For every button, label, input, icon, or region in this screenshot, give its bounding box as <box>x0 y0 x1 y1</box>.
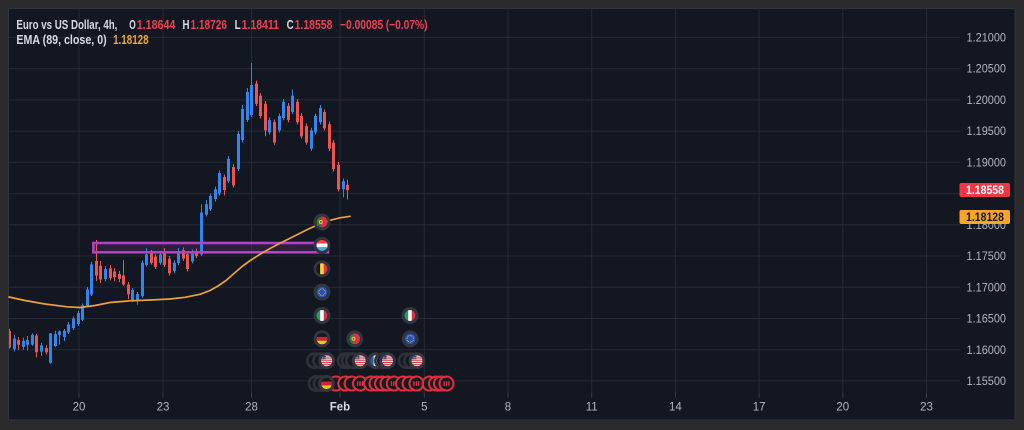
svg-text:EMA (89, close, 0): EMA (89, close, 0) <box>16 32 106 47</box>
svg-text:23: 23 <box>157 402 170 414</box>
svg-text:Euro vs US Dollar, 4h,: Euro vs US Dollar, 4h, <box>16 17 117 32</box>
svg-text:28: 28 <box>245 402 258 414</box>
svg-text:1.17500: 1.17500 <box>967 251 1007 263</box>
svg-text:20: 20 <box>836 402 849 414</box>
svg-text:5: 5 <box>421 402 427 414</box>
svg-text:1.18726: 1.18726 <box>191 17 228 32</box>
svg-text:23: 23 <box>920 402 933 414</box>
svg-text:1.18558: 1.18558 <box>295 17 333 32</box>
svg-text:17: 17 <box>753 402 766 414</box>
svg-text:Feb: Feb <box>330 402 350 414</box>
svg-text:1.17000: 1.17000 <box>967 282 1007 294</box>
svg-text:8: 8 <box>505 402 511 414</box>
svg-text:1.18128: 1.18128 <box>113 32 149 47</box>
svg-text:14: 14 <box>669 402 682 414</box>
svg-text:−0.00085: −0.00085 <box>340 17 383 32</box>
svg-text:1.20000: 1.20000 <box>967 95 1007 107</box>
svg-text:1.18128: 1.18128 <box>966 212 1005 224</box>
svg-text:1.16000: 1.16000 <box>967 345 1007 357</box>
svg-text:1.18558: 1.18558 <box>966 185 1005 197</box>
svg-text:1.20500: 1.20500 <box>967 64 1007 76</box>
svg-text:1.15500: 1.15500 <box>967 376 1007 388</box>
svg-text:11: 11 <box>586 402 598 414</box>
svg-text:(−0.07%): (−0.07%) <box>386 17 428 32</box>
svg-text:L: L <box>235 17 241 32</box>
svg-text:O: O <box>129 17 136 32</box>
svg-text:1.18411: 1.18411 <box>242 17 279 32</box>
svg-text:1.18644: 1.18644 <box>137 17 176 32</box>
svg-text:20: 20 <box>73 402 86 414</box>
svg-text:C: C <box>287 17 294 32</box>
svg-text:1.19000: 1.19000 <box>967 157 1007 169</box>
svg-text:H: H <box>183 17 190 32</box>
svg-text:1.21000: 1.21000 <box>967 33 1007 45</box>
svg-text:1.16500: 1.16500 <box>967 314 1007 326</box>
svg-text:1.19500: 1.19500 <box>967 126 1007 138</box>
